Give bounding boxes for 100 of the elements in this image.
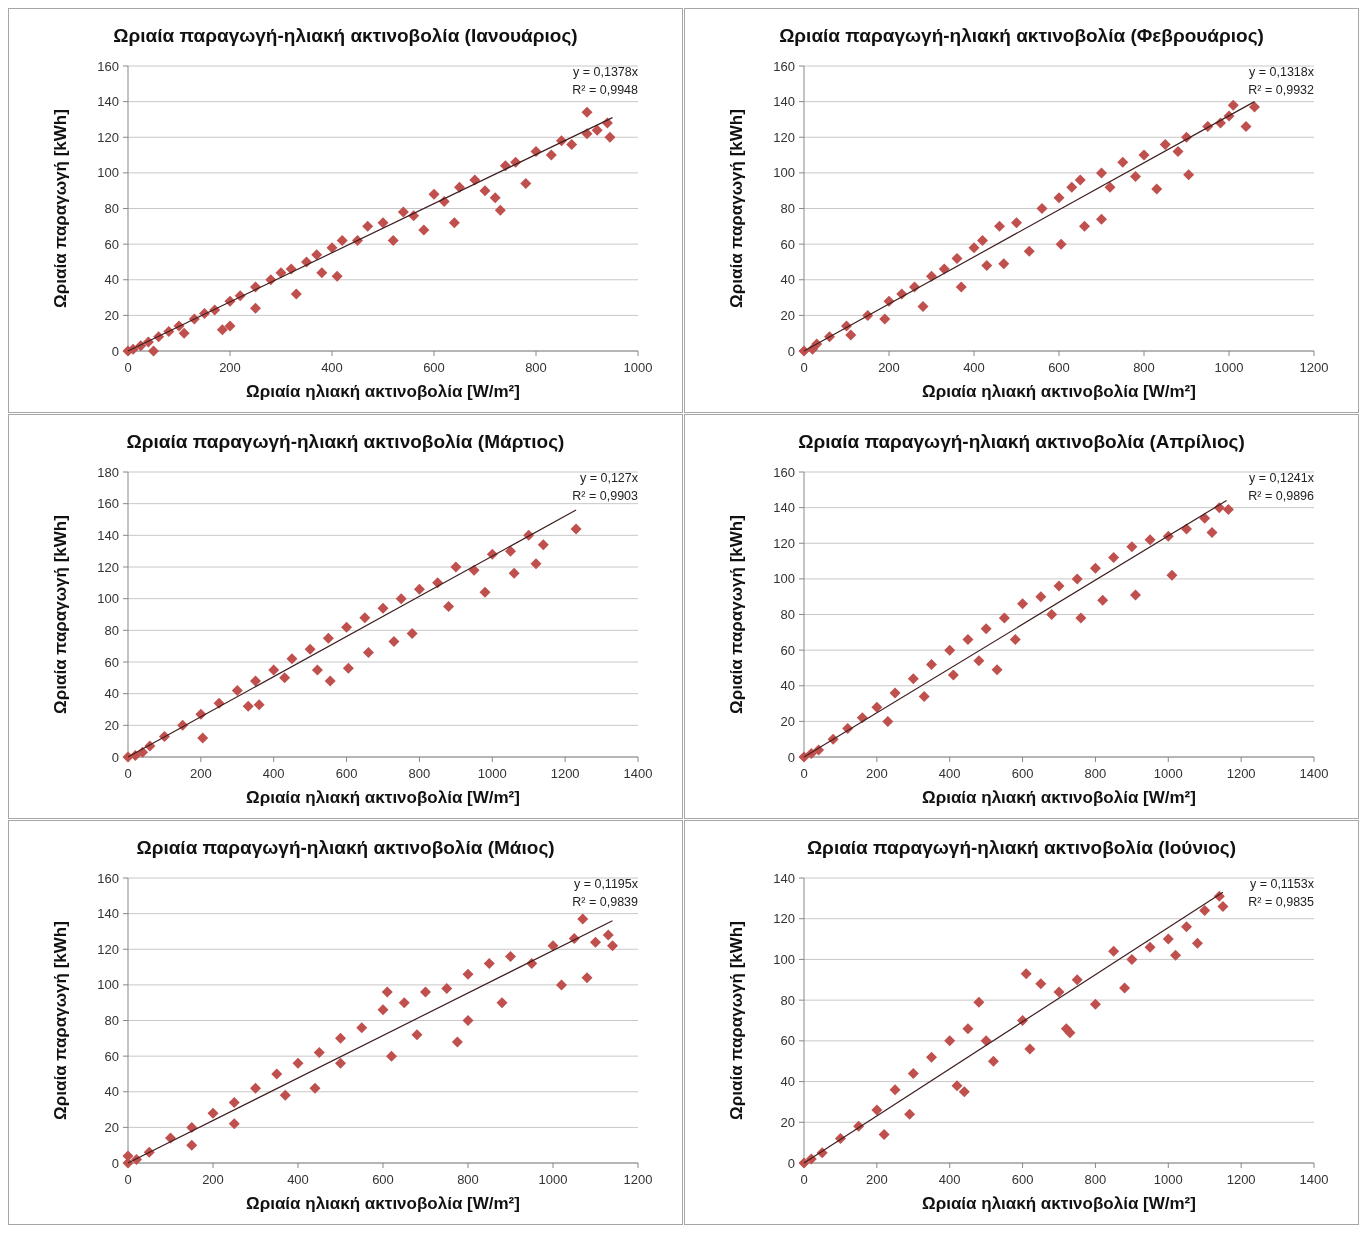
y-tick-label: 0 (787, 749, 795, 765)
x-tick-label: 600 (1011, 1172, 1034, 1187)
y-tick-label: 40 (104, 1084, 119, 1100)
y-tick-label: 100 (773, 571, 795, 587)
point (1181, 921, 1192, 933)
y-tick-label: 20 (104, 717, 119, 733)
point (242, 700, 254, 712)
y-tick-label: 100 (97, 591, 119, 607)
point (313, 1047, 325, 1059)
point (987, 1055, 999, 1067)
point (994, 220, 1005, 232)
point (411, 1029, 423, 1041)
point (962, 633, 974, 645)
annotation: y = 0,1318x (1249, 65, 1315, 79)
point (428, 188, 440, 200)
point (250, 1082, 261, 1094)
point (991, 664, 1003, 676)
x-tick-label: 1400 (623, 766, 653, 781)
point (1009, 633, 1021, 645)
point (406, 628, 418, 639)
point (377, 1004, 389, 1016)
x-tick-label: 1400 (1299, 766, 1329, 781)
point (1108, 552, 1120, 563)
y-tick-label: 100 (97, 165, 119, 181)
y-tick-label: 140 (97, 527, 119, 543)
y-tick-label: 40 (104, 686, 119, 702)
point (224, 320, 236, 332)
point (253, 699, 265, 711)
point (577, 913, 589, 925)
point (918, 690, 930, 702)
point (530, 558, 542, 570)
point (1222, 503, 1234, 515)
point (556, 979, 567, 991)
x-tick-label: 1000 (1214, 360, 1244, 375)
y-tick-label: 60 (104, 236, 119, 252)
point (871, 701, 883, 713)
y-tick-label: 40 (104, 272, 119, 288)
point (1240, 121, 1252, 133)
point (398, 997, 410, 1009)
point (279, 1089, 291, 1101)
y-tick-label: 20 (780, 1114, 795, 1130)
point (479, 185, 491, 197)
point (388, 635, 400, 647)
y-tick-label: 80 (780, 607, 795, 623)
y-tick-label: 60 (780, 236, 795, 252)
y-tick-label: 140 (97, 906, 119, 922)
point (566, 138, 578, 150)
point (602, 929, 614, 941)
point (955, 281, 967, 293)
y-tick-label: 120 (97, 559, 119, 575)
point (286, 653, 298, 665)
y-tick-label: 20 (104, 307, 119, 323)
point (336, 235, 348, 247)
y-tick-label: 80 (780, 992, 795, 1008)
point (228, 1118, 240, 1130)
y-tick-label: 120 (773, 911, 795, 927)
x-tick-label: 400 (938, 766, 961, 781)
point (1036, 203, 1048, 214)
point (926, 1051, 937, 1063)
point (1046, 609, 1058, 620)
x-tick-label: 600 (1048, 360, 1070, 375)
y-tick-label: 60 (104, 654, 119, 670)
point (441, 982, 453, 994)
point (494, 204, 506, 216)
point (207, 1107, 219, 1119)
point (537, 539, 549, 551)
point (1217, 901, 1229, 912)
point (1130, 589, 1141, 601)
point (1017, 598, 1029, 610)
point (1206, 527, 1218, 539)
x-tick-label: 1200 (1226, 766, 1256, 781)
x-tick-label: 1000 (1153, 766, 1183, 781)
point (1089, 998, 1101, 1010)
x-tick-label: 1200 (623, 1172, 653, 1187)
point (1075, 612, 1087, 624)
annotation: y = 0,1241x (1249, 471, 1315, 485)
point (335, 1032, 346, 1044)
point (1024, 1043, 1036, 1055)
point (324, 675, 336, 687)
y-tick-label: 120 (97, 941, 119, 957)
point (231, 685, 243, 696)
point (1053, 580, 1065, 592)
point (228, 1096, 240, 1108)
y-tick-label: 100 (773, 165, 795, 181)
x-tick-label: 800 (525, 360, 547, 375)
chart-title: Ωριαία παραγωγή-ηλιακή ακτινοβολία (Μάρτιος) (126, 431, 565, 452)
point (271, 1068, 283, 1080)
point (381, 986, 393, 998)
point (386, 1050, 397, 1062)
point (1130, 170, 1141, 182)
point (505, 950, 516, 962)
point (907, 1067, 919, 1079)
point (889, 687, 901, 699)
x-tick-label: 200 (219, 360, 241, 375)
point (505, 545, 516, 557)
point (878, 1129, 890, 1140)
y-tick-label: 160 (97, 58, 119, 74)
point (607, 940, 618, 952)
point (1117, 156, 1129, 168)
annotation: R² = 0,9948 (572, 83, 639, 97)
